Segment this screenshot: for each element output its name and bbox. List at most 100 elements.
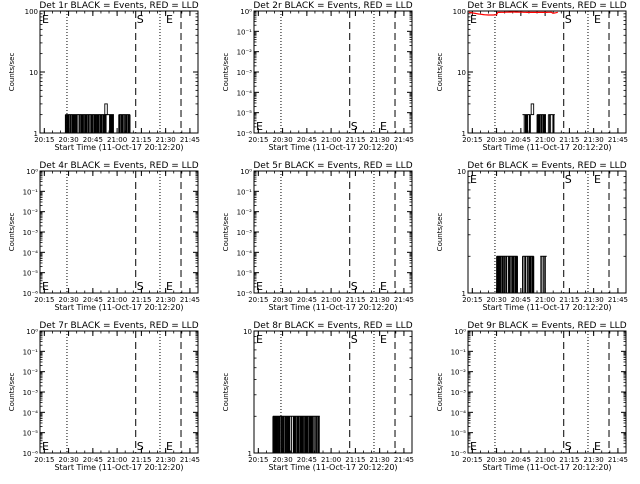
x-tick-label: 21:15 bbox=[131, 456, 151, 464]
y-tick-label: 10 bbox=[243, 328, 252, 336]
chart-title: Det 9r BLACK = Events, RED = LLD bbox=[467, 321, 626, 331]
y-tick-label: 10⁻³ bbox=[237, 229, 253, 237]
x-tick-label: 21:30 bbox=[370, 456, 390, 464]
y-tick-label: 10⁰ bbox=[240, 168, 252, 176]
plot-frame bbox=[253, 10, 413, 134]
y-tick-label: 1 bbox=[462, 130, 466, 138]
marker-s: S bbox=[137, 13, 144, 26]
y-tick-label: 10⁻¹ bbox=[237, 28, 253, 36]
x-tick-label: 21:15 bbox=[131, 296, 151, 304]
y-axis-label: Counts/sec bbox=[222, 373, 230, 412]
y-tick-label: 10⁻⁶ bbox=[23, 290, 39, 298]
y-tick-label: 10⁰ bbox=[26, 328, 38, 336]
marker-s: S bbox=[565, 173, 572, 186]
chart-panel-1: Det 1r BLACK = Events, RED = LLD 1 10 100 Co… bbox=[8, 1, 200, 152]
marker-e-left: E bbox=[256, 333, 263, 346]
x-tick-label: 20:15 bbox=[248, 296, 268, 304]
x-tick-label: 20:30 bbox=[272, 136, 292, 144]
y-tick-label: 10 bbox=[457, 69, 466, 77]
marker-e: E bbox=[166, 13, 173, 26]
chart-title: Det 7r BLACK = Events, RED = LLD bbox=[39, 321, 198, 331]
x-tick-label: 20:15 bbox=[34, 296, 54, 304]
y-tick-label: 10⁻⁵ bbox=[23, 430, 39, 438]
marker-e: E bbox=[594, 13, 601, 26]
x-tick-label: 20:45 bbox=[297, 136, 317, 144]
marker-e-left: E bbox=[470, 440, 477, 453]
x-axis-label: Start Time (11-Oct-17 20:12:20) bbox=[54, 463, 183, 472]
y-tick-label: 10⁻³ bbox=[23, 389, 39, 397]
x-tick-label: 20:30 bbox=[486, 136, 506, 144]
chart-title: Det 2r BLACK = Events, RED = LLD bbox=[253, 1, 412, 11]
x-tick-label: 20:45 bbox=[83, 456, 103, 464]
y-tick-label: 10 bbox=[457, 168, 466, 176]
x-tick-label: 21:30 bbox=[156, 456, 176, 464]
x-tick-label: 20:30 bbox=[58, 296, 78, 304]
y-tick-label: 10 bbox=[29, 69, 38, 77]
y-tick-label: 10⁻³ bbox=[23, 229, 39, 237]
y-tick-label: 1 bbox=[34, 130, 38, 138]
x-tick-label: 21:45 bbox=[394, 456, 414, 464]
y-tick-label: 10⁻¹ bbox=[23, 188, 39, 196]
x-tick-label: 21:45 bbox=[180, 456, 200, 464]
chart-title: Det 4r BLACK = Events, RED = LLD bbox=[39, 161, 198, 171]
x-tick-label: 21:15 bbox=[559, 296, 579, 304]
x-tick-label: 21:00 bbox=[107, 136, 127, 144]
marker-e: E bbox=[166, 280, 173, 293]
y-axis-label: Counts/sec bbox=[8, 373, 16, 412]
y-axis-label: Counts/sec bbox=[222, 213, 230, 252]
y-tick-label: 10⁻² bbox=[237, 49, 253, 57]
x-axis-label: Start Time (11-Oct-17 20:12:20) bbox=[268, 143, 397, 152]
marker-e: E bbox=[380, 333, 387, 346]
event-peak bbox=[530, 103, 535, 116]
x-tick-label: 20:45 bbox=[511, 136, 531, 144]
chart-title: Det 3r BLACK = Events, RED = LLD bbox=[467, 1, 626, 11]
y-tick-label: 10⁻⁵ bbox=[451, 430, 467, 438]
x-axis-label: Start Time (11-Oct-17 20:12:20) bbox=[482, 143, 611, 152]
marker-e: E bbox=[380, 120, 387, 133]
x-axis-label: Start Time (11-Oct-17 20:12:20) bbox=[482, 303, 611, 312]
x-tick-label: 20:45 bbox=[297, 296, 317, 304]
marker-s: S bbox=[565, 440, 572, 453]
x-tick-label: 21:00 bbox=[321, 296, 341, 304]
events-series bbox=[272, 415, 320, 453]
x-tick-label: 20:45 bbox=[297, 456, 317, 464]
marker-s: S bbox=[351, 280, 358, 293]
events-series bbox=[64, 103, 131, 133]
y-tick-label: 1 bbox=[462, 290, 466, 298]
events-series bbox=[496, 255, 547, 293]
x-tick-label: 20:15 bbox=[34, 136, 54, 144]
marker-e: E bbox=[166, 440, 173, 453]
marker-s: S bbox=[565, 13, 572, 26]
y-tick-label: 10⁰ bbox=[240, 8, 252, 16]
marker-e: E bbox=[380, 280, 387, 293]
x-tick-label: 21:15 bbox=[559, 136, 579, 144]
y-tick-label: 10⁻³ bbox=[451, 389, 467, 397]
x-tick-label: 21:45 bbox=[608, 456, 628, 464]
y-tick-label: 10⁰ bbox=[454, 328, 466, 336]
y-tick-label: 10⁻² bbox=[23, 209, 39, 217]
x-tick-label: 21:00 bbox=[535, 136, 555, 144]
x-tick-label: 20:15 bbox=[248, 456, 268, 464]
marker-s: S bbox=[351, 120, 358, 133]
y-axis-label: Counts/sec bbox=[222, 53, 230, 92]
x-tick-label: 20:45 bbox=[511, 456, 531, 464]
x-tick-label: 20:45 bbox=[511, 296, 531, 304]
x-tick-label: 21:15 bbox=[131, 136, 151, 144]
marker-e: E bbox=[594, 440, 601, 453]
x-tick-label: 21:45 bbox=[394, 136, 414, 144]
y-tick-label: 10⁻⁶ bbox=[237, 290, 253, 298]
marker-e-left: E bbox=[470, 173, 477, 186]
x-tick-label: 20:15 bbox=[34, 456, 54, 464]
chart-title: Det 1r BLACK = Events, RED = LLD bbox=[39, 1, 198, 11]
y-tick-label: 10⁻⁴ bbox=[237, 89, 253, 97]
plot-frame bbox=[253, 170, 413, 294]
x-tick-label: 21:45 bbox=[180, 296, 200, 304]
x-tick-label: 21:30 bbox=[370, 136, 390, 144]
plot-frame bbox=[39, 170, 199, 294]
y-tick-label: 10⁻¹ bbox=[237, 188, 253, 196]
